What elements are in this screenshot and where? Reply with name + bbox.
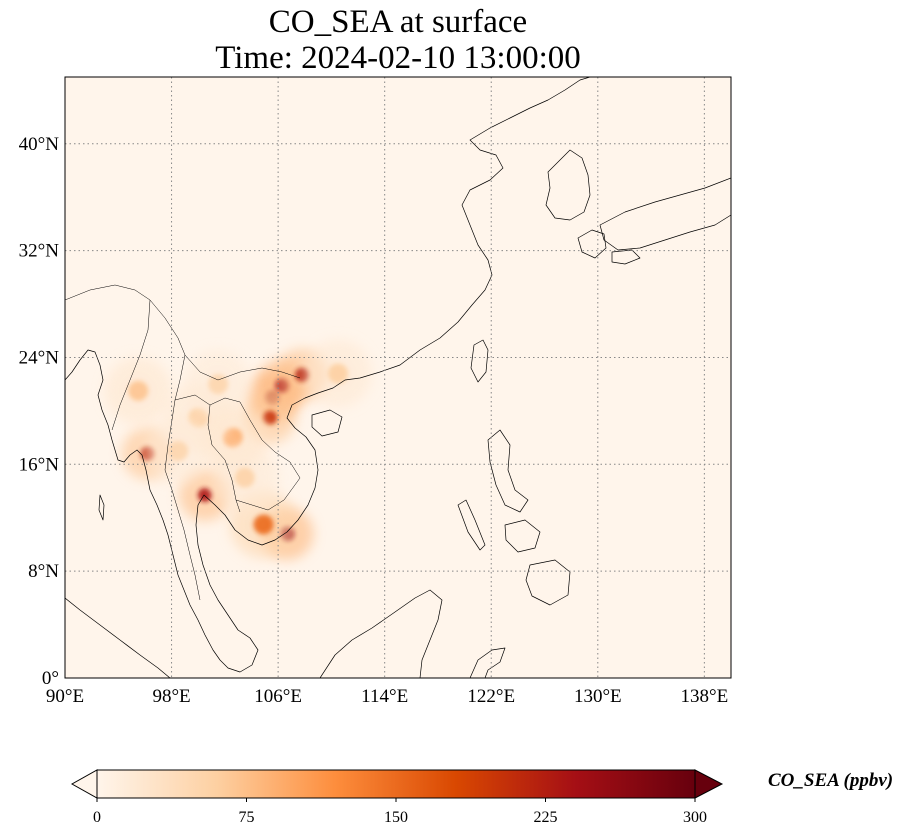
x-tick-label: 98°E: [152, 686, 190, 707]
colorbar-gradient: [97, 770, 695, 798]
map-frame: [64, 76, 732, 679]
border-line: [164, 354, 186, 471]
border-line: [111, 299, 151, 431]
co-hotspot: [234, 467, 255, 488]
coastlines: [65, 77, 731, 678]
y-tick-label: 16°N: [19, 454, 60, 475]
co-hotspot: [263, 410, 278, 425]
border-line: [235, 477, 301, 511]
andaman-islands: [98, 494, 105, 521]
x-tick-label: 122°E: [467, 686, 515, 707]
sulawesi-coastline: [469, 647, 506, 678]
border-line: [65, 284, 186, 356]
map-title: CO_SEA at surface Time: 2024-02-10 13:00…: [65, 4, 731, 76]
co-hotspot: [328, 363, 349, 384]
asia-coastline: [65, 77, 591, 673]
border-line: [184, 354, 301, 381]
x-tick-label: 114°E: [361, 686, 408, 707]
co-hotspot: [253, 514, 274, 535]
colorbar-tick-label: 225: [534, 809, 558, 826]
x-tick-label: 90°E: [46, 686, 84, 707]
title-line-2: Time: 2024-02-10 13:00:00: [215, 40, 581, 76]
y-tick-label: 24°N: [19, 347, 60, 368]
colorbar-tick-label: 75: [239, 809, 255, 826]
co-hotspot: [128, 380, 149, 401]
graticule: [65, 77, 731, 678]
colorbar-ticks: 0 75 150 225 300: [93, 798, 707, 826]
japan-honshu-coastline: [599, 177, 731, 251]
co-hotspot: [208, 374, 229, 395]
y-tick-label: 0°: [42, 668, 59, 689]
sumatra-coastline: [65, 597, 171, 678]
y-tick-label: 40°N: [19, 134, 60, 155]
y-tick-label: 32°N: [19, 241, 60, 262]
hainan-coastline: [311, 409, 343, 437]
map-panel: 90°E 98°E 106°E 114°E 122°E 130°E 138°E 0° 8°N 16…: [19, 76, 732, 707]
co-concentration-field: [104, 339, 373, 560]
colorbar-tick-label: 0: [93, 809, 101, 826]
x-tick-label: 138°E: [681, 686, 729, 707]
co-hotspot: [168, 440, 189, 461]
japan-kyushu-coastline: [577, 229, 607, 259]
korea-coastline: [545, 149, 591, 221]
colorbar-extend-high: [694, 769, 724, 799]
country-borders: [65, 284, 301, 601]
colorbar-tick-label: 150: [384, 809, 408, 826]
y-tick-label: 8°N: [28, 561, 59, 582]
map-background: [65, 77, 731, 678]
borneo-coastline: [319, 589, 443, 678]
colorbar-extend-low: [70, 769, 98, 799]
colorbar-tick-label: 300: [683, 809, 707, 826]
x-tick-label: 106°E: [254, 686, 302, 707]
colorbar: 0 75 150 225 300: [70, 769, 724, 826]
colorbar-label: CO_SEA (ppbv): [768, 770, 894, 791]
palawan-coastline: [457, 499, 486, 551]
border-line: [174, 394, 301, 479]
taiwan-coastline: [470, 339, 489, 383]
title-line-1: CO_SEA at surface: [268, 4, 528, 40]
x-tick-label: 130°E: [574, 686, 622, 707]
mindanao-coastline: [525, 559, 571, 606]
luzon-coastline: [487, 429, 529, 513]
border-line: [164, 469, 201, 601]
axis-ticks: 90°E 98°E 106°E 114°E 122°E 130°E 138°E 0° 8°N 16…: [19, 134, 729, 707]
visayas-coastline: [504, 519, 541, 553]
